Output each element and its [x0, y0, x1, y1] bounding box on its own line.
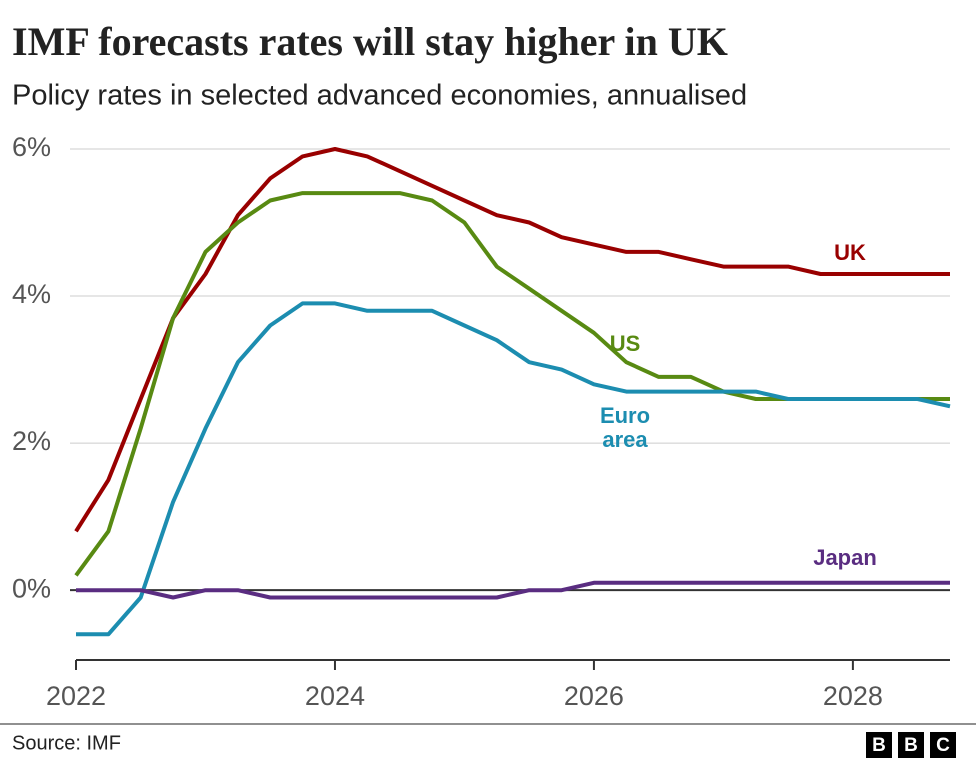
logo-block [898, 732, 924, 758]
chart-title: IMF forecasts rates will stay higher in … [12, 19, 728, 64]
x-tick-label: 2024 [305, 681, 365, 711]
y-tick-label: 4% [12, 279, 51, 309]
series-label: UK [834, 240, 866, 265]
logo-letter: C [936, 735, 950, 756]
logo-block [930, 732, 956, 758]
y-tick-label: 0% [12, 573, 51, 603]
series-label: US [610, 331, 641, 356]
series-line [76, 301, 951, 637]
series-line [74, 191, 950, 577]
series-line [74, 147, 950, 533]
source: Source: IMF [12, 732, 121, 754]
x-tick-label: 2026 [564, 681, 624, 711]
chart-subtitle: Policy rates in selected advanced econom… [12, 80, 747, 112]
logo-letter: B [904, 735, 918, 756]
series-label: Japan [813, 545, 877, 570]
y-tick-label: 6% [12, 132, 51, 162]
x-tick-label: 2028 [823, 681, 883, 711]
logo-block [866, 732, 892, 758]
series-line [76, 580, 950, 600]
series-label: Euro area [600, 403, 650, 452]
logo-letter: B [872, 735, 886, 756]
y-tick-label: 2% [12, 426, 51, 456]
x-tick-label: 2022 [46, 681, 106, 711]
